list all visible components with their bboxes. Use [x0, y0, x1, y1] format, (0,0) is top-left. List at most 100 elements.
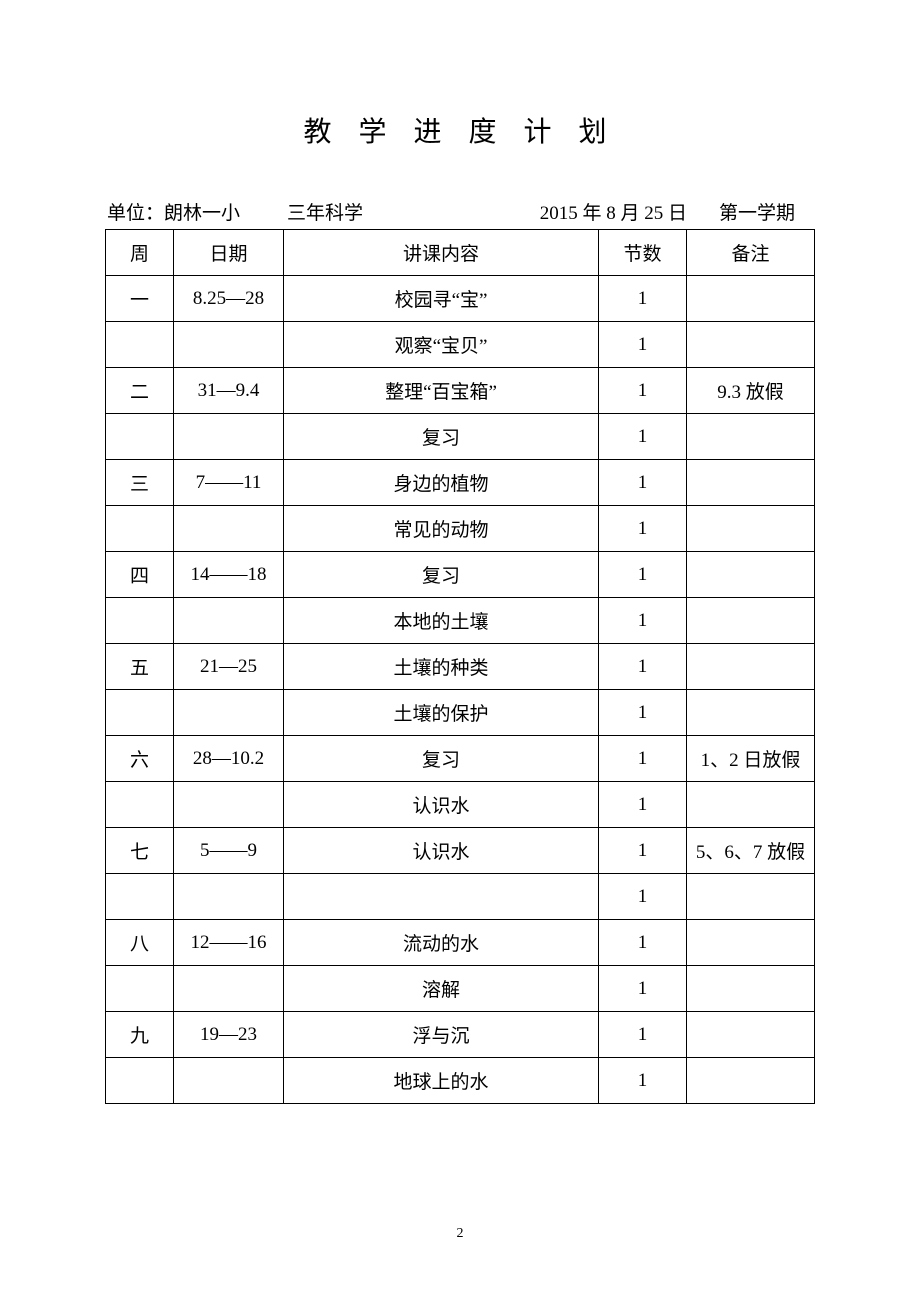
cell-periods: 1 — [599, 598, 687, 644]
cell-week — [106, 966, 174, 1012]
cell-content: 复习 — [284, 736, 599, 782]
cell-content: 复习 — [284, 414, 599, 460]
cell-week — [106, 598, 174, 644]
cell-periods: 1 — [599, 322, 687, 368]
cell-date: 14――18 — [174, 552, 284, 598]
cell-notes — [687, 782, 815, 828]
cell-week: 二 — [106, 368, 174, 414]
table-row: 四14――18复习1 — [106, 552, 815, 598]
cell-notes — [687, 1012, 815, 1058]
cell-content: 常见的动物 — [284, 506, 599, 552]
cell-periods: 1 — [599, 460, 687, 506]
cell-week — [106, 690, 174, 736]
cell-content: 整理“百宝箱” — [284, 368, 599, 414]
table-row: 本地的土壤1 — [106, 598, 815, 644]
header-unit: 单位：朗林一小 — [107, 198, 287, 225]
cell-date: 28―10.2 — [174, 736, 284, 782]
page-title: 教 学 进 度 计 划 — [105, 110, 815, 150]
cell-periods: 1 — [599, 276, 687, 322]
unit-value: 朗林一小 — [164, 203, 240, 224]
page-number: 2 — [0, 1226, 920, 1242]
cell-notes — [687, 644, 815, 690]
cell-date — [174, 966, 284, 1012]
cell-date — [174, 322, 284, 368]
cell-content: 土壤的种类 — [284, 644, 599, 690]
header-subject: 三年科学 — [287, 198, 467, 225]
header-semester: 第一学期 — [687, 198, 813, 225]
cell-periods: 1 — [599, 782, 687, 828]
table-row: 八12――16流动的水1 — [106, 920, 815, 966]
cell-periods: 1 — [599, 966, 687, 1012]
cell-content: 身边的植物 — [284, 460, 599, 506]
cell-periods: 1 — [599, 828, 687, 874]
col-header-content: 讲课内容 — [284, 230, 599, 276]
cell-notes: 1、2 日放假 — [687, 736, 815, 782]
table-row: 1 — [106, 874, 815, 920]
table-row: 三7――11身边的植物1 — [106, 460, 815, 506]
cell-date — [174, 598, 284, 644]
cell-date — [174, 1058, 284, 1104]
cell-periods: 1 — [599, 1012, 687, 1058]
table-row: 五21―25土壤的种类1 — [106, 644, 815, 690]
cell-content: 校园寻“宝” — [284, 276, 599, 322]
cell-notes — [687, 1058, 815, 1104]
cell-date — [174, 414, 284, 460]
table-row: 常见的动物1 — [106, 506, 815, 552]
cell-notes — [687, 966, 815, 1012]
cell-week: 一 — [106, 276, 174, 322]
unit-label: 单位： — [107, 203, 164, 224]
table-body: 一8.25―28校园寻“宝”1 观察“宝贝”1 二31―9.4整理“百宝箱”19… — [106, 276, 815, 1104]
table-row: 认识水1 — [106, 782, 815, 828]
cell-notes — [687, 874, 815, 920]
cell-content: 溶解 — [284, 966, 599, 1012]
cell-week — [106, 414, 174, 460]
cell-notes — [687, 552, 815, 598]
cell-week — [106, 874, 174, 920]
col-header-notes: 备注 — [687, 230, 815, 276]
header-date: 2015 年 8 月 25 日 — [467, 198, 687, 225]
cell-notes — [687, 690, 815, 736]
cell-week: 五 — [106, 644, 174, 690]
table-row: 复习1 — [106, 414, 815, 460]
cell-content — [284, 874, 599, 920]
cell-week — [106, 506, 174, 552]
cell-periods: 1 — [599, 552, 687, 598]
cell-content: 本地的土壤 — [284, 598, 599, 644]
table-row: 观察“宝贝”1 — [106, 322, 815, 368]
col-header-date: 日期 — [174, 230, 284, 276]
cell-periods: 1 — [599, 644, 687, 690]
cell-content: 浮与沉 — [284, 1012, 599, 1058]
cell-content: 认识水 — [284, 828, 599, 874]
cell-date — [174, 782, 284, 828]
table-row: 二31―9.4整理“百宝箱”19.3 放假 — [106, 368, 815, 414]
document-page: 教 学 进 度 计 划 单位：朗林一小 三年科学 2015 年 8 月 25 日… — [0, 0, 920, 1104]
cell-date — [174, 874, 284, 920]
table-row: 地球上的水1 — [106, 1058, 815, 1104]
cell-date: 21―25 — [174, 644, 284, 690]
cell-content: 复习 — [284, 552, 599, 598]
cell-week: 六 — [106, 736, 174, 782]
cell-week: 三 — [106, 460, 174, 506]
cell-notes — [687, 598, 815, 644]
cell-periods: 1 — [599, 414, 687, 460]
cell-date: 8.25―28 — [174, 276, 284, 322]
cell-date: 7――11 — [174, 460, 284, 506]
cell-notes — [687, 506, 815, 552]
cell-periods: 1 — [599, 1058, 687, 1104]
cell-content: 流动的水 — [284, 920, 599, 966]
table-row: 溶解1 — [106, 966, 815, 1012]
cell-content: 观察“宝贝” — [284, 322, 599, 368]
schedule-table: 周 日期 讲课内容 节数 备注 一8.25―28校园寻“宝”1 观察“宝贝”1 … — [105, 229, 815, 1104]
cell-periods: 1 — [599, 920, 687, 966]
header-line: 单位：朗林一小 三年科学 2015 年 8 月 25 日 第一学期 — [105, 198, 815, 225]
table-row: 一8.25―28校园寻“宝”1 — [106, 276, 815, 322]
cell-notes — [687, 460, 815, 506]
cell-notes — [687, 920, 815, 966]
cell-notes — [687, 414, 815, 460]
cell-week: 九 — [106, 1012, 174, 1058]
cell-notes — [687, 322, 815, 368]
col-header-periods: 节数 — [599, 230, 687, 276]
table-row: 九19―23浮与沉1 — [106, 1012, 815, 1058]
col-header-week: 周 — [106, 230, 174, 276]
cell-notes: 5、6、7 放假 — [687, 828, 815, 874]
